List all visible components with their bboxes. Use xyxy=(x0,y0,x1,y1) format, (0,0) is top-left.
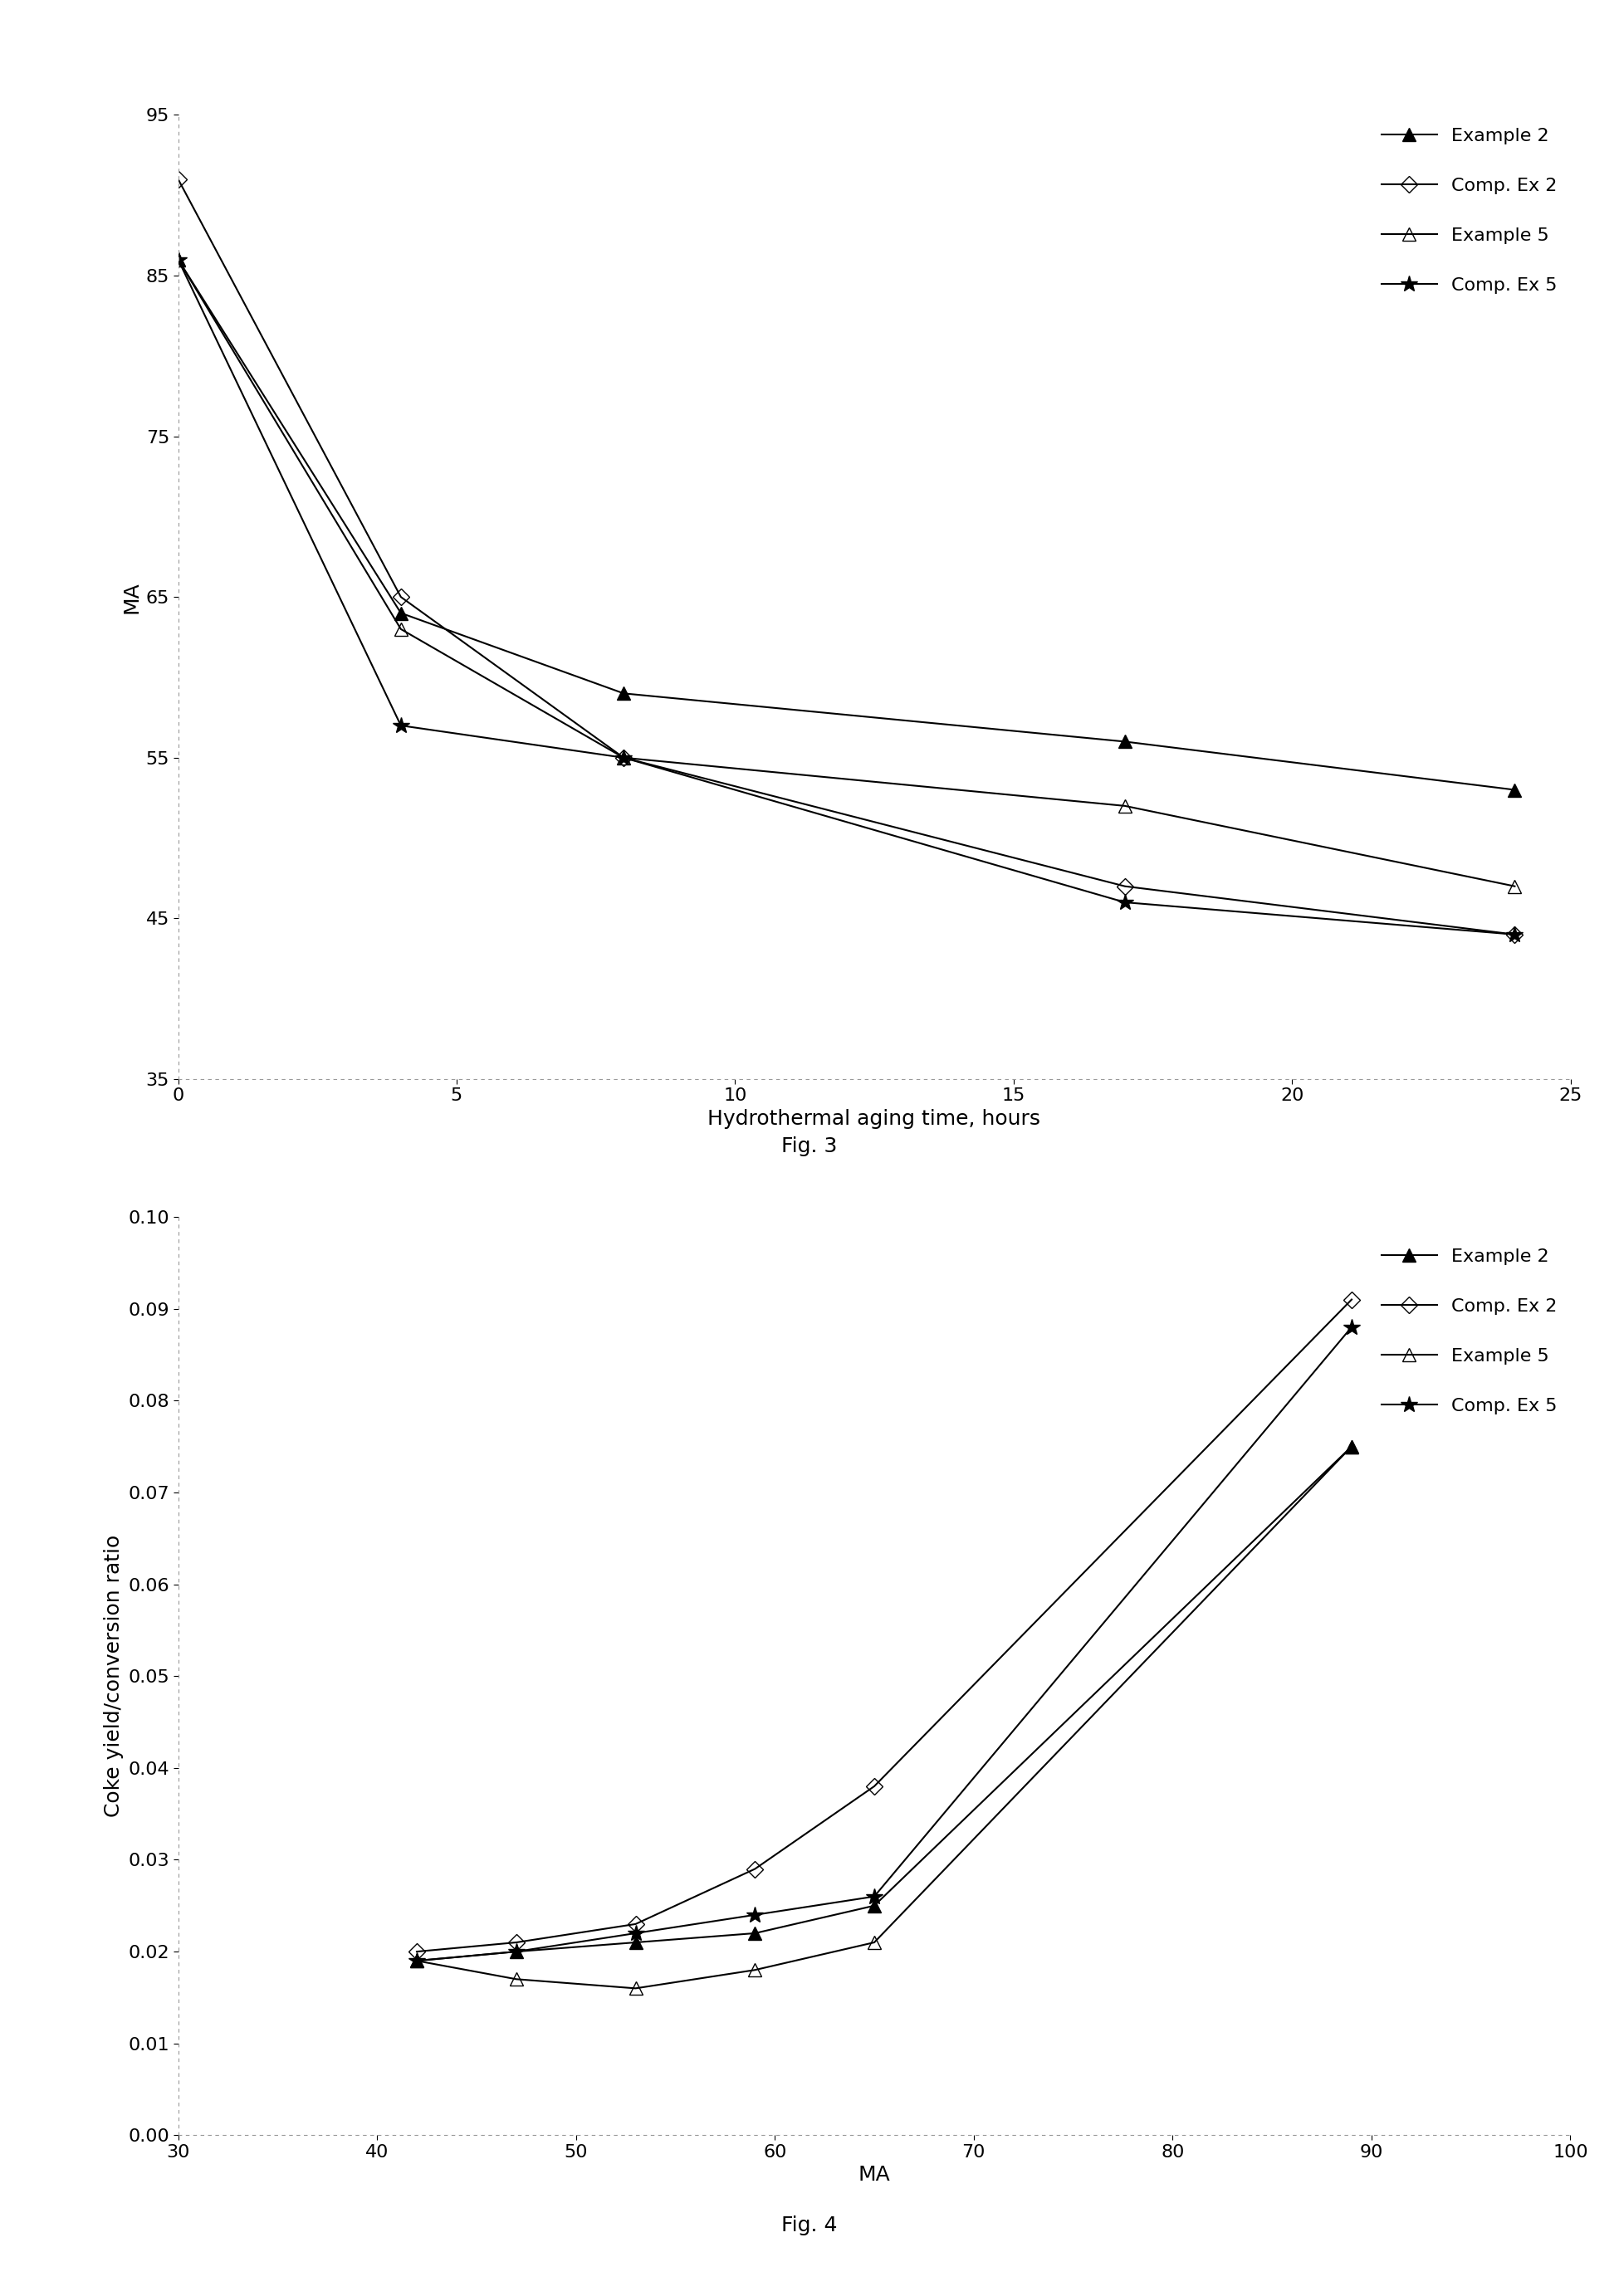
Line: Example 2: Example 2 xyxy=(172,253,1522,797)
X-axis label: MA: MA xyxy=(858,2165,890,2186)
Comp. Ex 5 xyxy=(168,246,188,273)
Example 2 xyxy=(1342,1433,1362,1460)
X-axis label: Hydrothermal aging time, hours: Hydrothermal aging time, hours xyxy=(708,1109,1041,1130)
Comp. Ex 5 xyxy=(745,1901,764,1929)
Comp. Ex 5 xyxy=(627,1919,646,1947)
Example 2 xyxy=(745,1919,764,1947)
Comp. Ex 5 xyxy=(1506,921,1525,948)
Line: Comp. Ex 2: Comp. Ex 2 xyxy=(172,172,1520,941)
Comp. Ex 2 xyxy=(627,1910,646,1938)
Example 5 xyxy=(507,1965,526,1993)
Y-axis label: MA: MA xyxy=(121,581,141,613)
Legend: Example 2, Comp. Ex 2, Example 5, Comp. Ex 5: Example 2, Comp. Ex 2, Example 5, Comp. … xyxy=(1375,119,1566,301)
Comp. Ex 2 xyxy=(507,1929,526,1956)
Example 5 xyxy=(168,246,188,273)
Line: Comp. Ex 5: Comp. Ex 5 xyxy=(408,1318,1360,1970)
Example 5 xyxy=(865,1929,884,1956)
Example 2 xyxy=(865,1892,884,1919)
Example 5 xyxy=(1115,792,1135,820)
Comp. Ex 2 xyxy=(392,583,411,611)
Line: Example 5: Example 5 xyxy=(172,253,1522,893)
Example 5 xyxy=(392,615,411,643)
Line: Example 2: Example 2 xyxy=(411,1440,1358,1968)
Legend: Example 2, Comp. Ex 2, Example 5, Comp. Ex 5: Example 2, Comp. Ex 2, Example 5, Comp. … xyxy=(1375,1240,1566,1421)
Comp. Ex 2 xyxy=(614,744,633,771)
Comp. Ex 2 xyxy=(1115,872,1135,900)
Line: Comp. Ex 5: Comp. Ex 5 xyxy=(170,250,1523,944)
Comp. Ex 2 xyxy=(865,1773,884,1800)
Comp. Ex 2 xyxy=(168,165,188,193)
Y-axis label: Coke yield/conversion ratio: Coke yield/conversion ratio xyxy=(104,1534,123,1818)
Comp. Ex 5 xyxy=(406,1947,426,1975)
Example 2 xyxy=(168,246,188,273)
Text: Fig. 3: Fig. 3 xyxy=(782,1137,837,1157)
Line: Example 5: Example 5 xyxy=(411,1440,1358,1995)
Line: Comp. Ex 2: Comp. Ex 2 xyxy=(411,1293,1357,1958)
Example 2 xyxy=(406,1947,426,1975)
Example 5 xyxy=(1342,1433,1362,1460)
Example 2 xyxy=(392,599,411,627)
Comp. Ex 5 xyxy=(865,1883,884,1910)
Example 2 xyxy=(614,680,633,707)
Example 5 xyxy=(1506,872,1525,900)
Example 2 xyxy=(1506,776,1525,804)
Comp. Ex 5 xyxy=(392,712,411,739)
Example 5 xyxy=(627,1975,646,2002)
Comp. Ex 5 xyxy=(614,744,633,771)
Comp. Ex 5 xyxy=(1342,1313,1362,1341)
Example 5 xyxy=(745,1956,764,1984)
Comp. Ex 5 xyxy=(507,1938,526,1965)
Comp. Ex 2 xyxy=(1342,1286,1362,1313)
Example 2 xyxy=(507,1938,526,1965)
Text: Fig. 4: Fig. 4 xyxy=(782,2216,837,2236)
Example 5 xyxy=(406,1947,426,1975)
Comp. Ex 2 xyxy=(745,1855,764,1883)
Comp. Ex 2 xyxy=(406,1938,426,1965)
Example 5 xyxy=(614,744,633,771)
Comp. Ex 5 xyxy=(1115,889,1135,916)
Example 2 xyxy=(627,1929,646,1956)
Comp. Ex 2 xyxy=(1506,921,1525,948)
Example 2 xyxy=(1115,728,1135,755)
